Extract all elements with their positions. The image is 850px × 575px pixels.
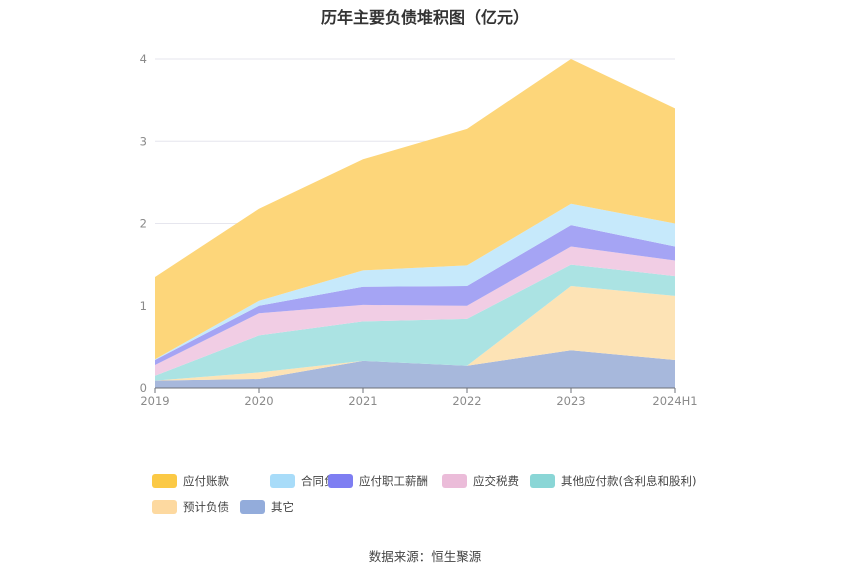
y-tick-label: 0 — [140, 381, 147, 395]
legend-item[interactable]: 应交税费 — [442, 472, 519, 490]
y-tick-label: 1 — [140, 299, 147, 313]
area-series-应付账款 — [155, 59, 675, 360]
legend-item[interactable]: 其它 — [240, 498, 294, 516]
legend-swatch — [328, 474, 353, 488]
legend-label: 应交税费 — [473, 474, 519, 488]
x-tick-label: 2023 — [556, 394, 585, 408]
area-series-其它 — [155, 350, 675, 388]
legend-swatch — [152, 500, 177, 514]
legend-label: 其它 — [271, 500, 294, 514]
legend-swatch — [152, 474, 177, 488]
legend-swatch — [240, 500, 265, 514]
area-series-应交税费 — [155, 246, 675, 376]
area-series-其他应付款(含利息和股利) — [155, 264, 675, 381]
y-tick-label: 4 — [140, 52, 147, 66]
x-tick-label: 2022 — [452, 394, 481, 408]
area-series-layer — [155, 59, 675, 388]
x-tick-label: 2021 — [348, 394, 377, 408]
y-tick-label: 2 — [140, 217, 147, 231]
y-tick-label: 3 — [140, 134, 147, 148]
legend-swatch — [270, 474, 295, 488]
legend-label: 预计负债 — [183, 500, 229, 514]
legend-item[interactable]: 应付账款 — [152, 472, 229, 490]
legend-label: 应付职工薪酬 — [359, 474, 428, 488]
legend-item[interactable]: 其他应付款(含利息和股利) — [530, 472, 696, 490]
data-source-note: 数据来源：恒生聚源 — [368, 549, 482, 564]
stacked-area-chart: 0 1 2 3 4 2019 2020 2021 2022 2023 2024H1 — [140, 52, 698, 408]
area-series-应付职工薪酬 — [155, 225, 675, 365]
x-tick-label: 2019 — [140, 394, 169, 408]
x-tick-label: 2024H1 — [652, 394, 697, 408]
legend-swatch — [530, 474, 555, 488]
legend-item[interactable]: 预计负债 — [152, 498, 229, 516]
chart-title: 历年主要负债堆积图（亿元） — [320, 8, 529, 27]
legend-item[interactable]: 应付职工薪酬 — [328, 472, 428, 490]
legend-swatch — [442, 474, 467, 488]
area-series-预计负债 — [155, 286, 675, 381]
legend-label: 其他应付款(含利息和股利) — [561, 474, 697, 488]
x-tick-label: 2020 — [244, 394, 273, 408]
area-series-合同负债 — [155, 203, 675, 360]
axes: 0 1 2 3 4 2019 2020 2021 2022 2023 2024H1 — [140, 52, 698, 408]
legend-label: 应付账款 — [183, 474, 229, 488]
